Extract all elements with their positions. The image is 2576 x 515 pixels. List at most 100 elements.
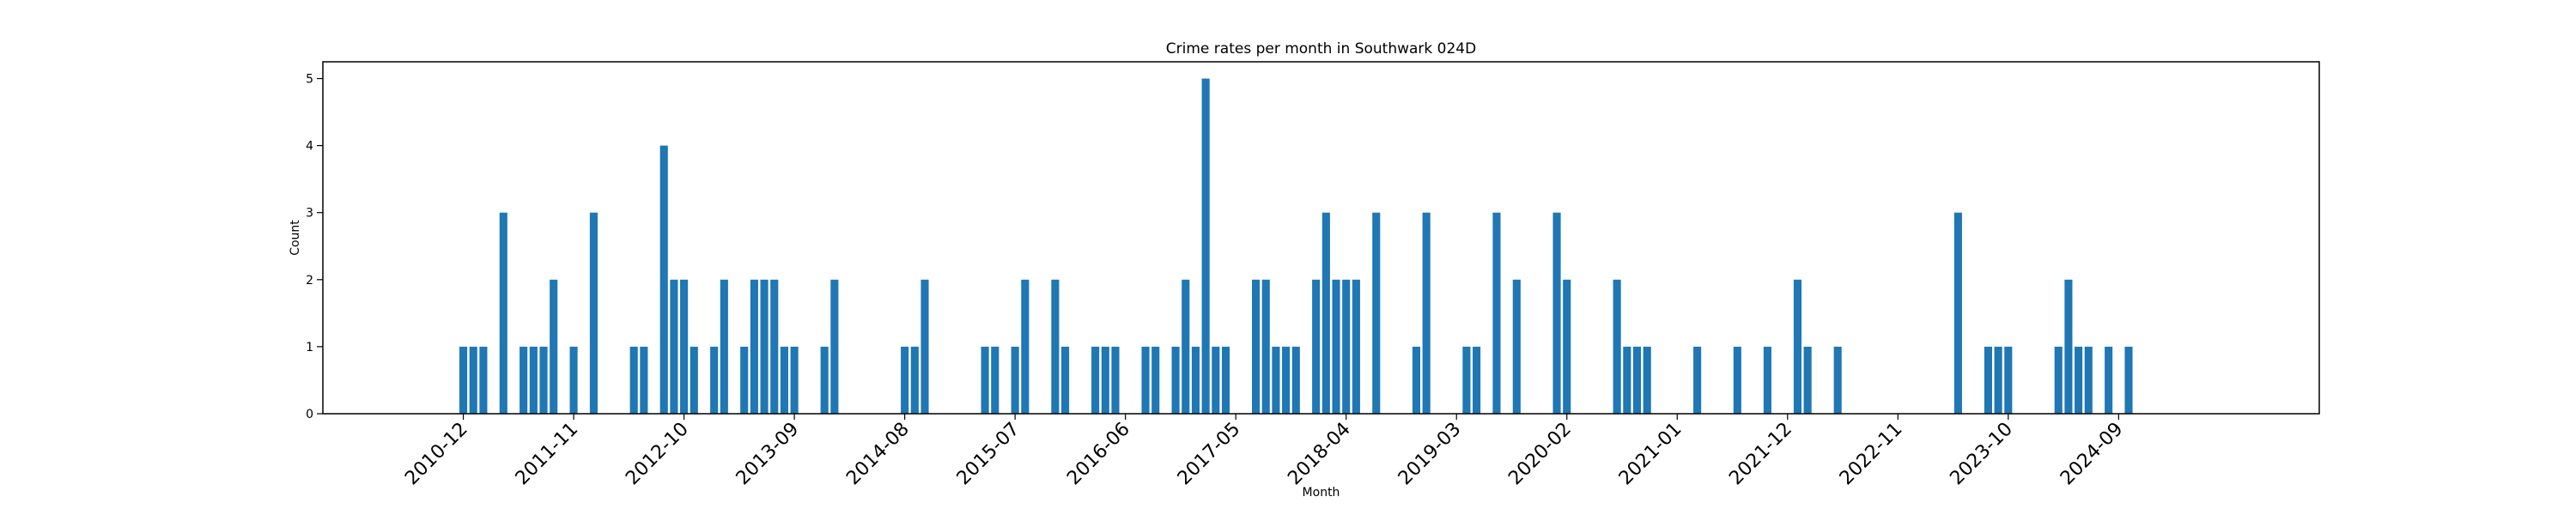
x-tick-label: 2014-08 (842, 419, 914, 490)
bar-2020-10 (1643, 346, 1651, 414)
bar-2016-11 (1171, 346, 1180, 414)
x-tick-label: 2015-07 (953, 419, 1024, 490)
x-tick-label: 2013-09 (732, 419, 804, 490)
bar-2024-03 (2054, 346, 2063, 414)
bar-2013-08 (780, 346, 788, 414)
chart-title: Crime rates per month in Southwark 024D (1166, 40, 1476, 58)
bar-2010-12 (459, 346, 468, 414)
bar-2017-10 (1282, 346, 1291, 414)
bar-2017-04 (1221, 346, 1230, 414)
bar-2016-12 (1182, 279, 1190, 414)
bar-2017-02 (1201, 78, 1210, 415)
x-tick-label: 2021-12 (1725, 419, 1796, 490)
plot-frame (322, 61, 2320, 415)
bar-2013-07 (770, 279, 779, 414)
bar-2023-05 (1953, 212, 1962, 414)
bar-2011-06 (519, 346, 528, 414)
bar-2016-03 (1091, 346, 1100, 414)
bar-2018-02 (1321, 212, 1330, 414)
x-tick-label: 2017-05 (1174, 419, 1245, 490)
x-tick-label: 2023-10 (1946, 419, 2017, 490)
bar-2020-07 (1613, 279, 1621, 414)
bar-2024-06 (2084, 346, 2093, 414)
bars-group (459, 78, 2133, 415)
bar-2018-07 (1372, 212, 1381, 414)
bar-2022-01 (1793, 279, 1802, 414)
bar-2021-07 (1733, 346, 1741, 414)
bar-2015-08 (1021, 279, 1030, 414)
bar-2016-09 (1151, 346, 1160, 414)
bar-2011-07 (529, 346, 538, 414)
bar-2011-02 (479, 346, 488, 414)
bar-2018-05 (1352, 279, 1360, 414)
bar-2013-09 (790, 346, 799, 414)
bar-2015-05 (991, 346, 999, 414)
bar-2018-11 (1412, 346, 1421, 414)
bar-2024-10 (2124, 346, 2133, 414)
x-tick-label: 2012-10 (622, 419, 693, 490)
bar-2016-05 (1111, 346, 1120, 414)
y-tick-label: 4 (306, 140, 313, 154)
bar-2018-12 (1422, 212, 1431, 414)
bar-2013-12 (820, 346, 829, 414)
y-tick-label: 3 (306, 207, 313, 221)
bar-2017-07 (1252, 279, 1261, 414)
x-tick-label: 2016-06 (1063, 419, 1134, 490)
bar-2015-12 (1061, 346, 1070, 414)
x-tick-label: 2019-03 (1394, 419, 1466, 490)
bar-2017-01 (1191, 346, 1200, 414)
bar-2017-03 (1212, 346, 1220, 414)
y-tick-label: 2 (306, 274, 313, 288)
bar-2014-08 (901, 346, 909, 414)
bar-2018-01 (1312, 279, 1321, 414)
bar-2024-04 (2064, 279, 2073, 414)
bar-2024-08 (2105, 346, 2113, 414)
x-tick-label: 2010-12 (401, 419, 472, 490)
bar-2012-11 (690, 346, 698, 414)
x-tick-label: 2024-09 (2057, 419, 2128, 490)
y-tick-label: 0 (306, 408, 313, 421)
bar-2018-03 (1332, 279, 1340, 414)
bar-2019-04 (1462, 346, 1471, 414)
bar-2023-10 (2004, 346, 2013, 414)
bar-2015-04 (981, 346, 989, 414)
bar-2011-04 (499, 212, 507, 414)
x-tick-label: 2011-11 (512, 419, 583, 490)
bar-2013-05 (750, 279, 758, 414)
bar-2012-08 (659, 145, 668, 414)
bar-2016-08 (1141, 346, 1150, 414)
bar-2023-08 (1984, 346, 1993, 414)
bar-2022-02 (1803, 346, 1812, 414)
bar-2011-08 (539, 346, 548, 414)
bar-2015-07 (1011, 346, 1019, 414)
bar-2013-01 (710, 346, 719, 414)
bar-2020-08 (1623, 346, 1631, 414)
bar-2017-08 (1261, 279, 1270, 414)
bar-2017-09 (1272, 346, 1280, 414)
bar-2011-01 (469, 346, 477, 414)
bar-2023-09 (1994, 346, 2002, 414)
bar-2011-11 (569, 346, 578, 414)
bar-2012-05 (629, 346, 638, 414)
x-tick-label: 2018-04 (1284, 419, 1355, 490)
bar-2020-01 (1552, 212, 1561, 414)
bar-2012-09 (670, 279, 678, 414)
bar-2020-09 (1632, 346, 1642, 414)
bar-2014-10 (920, 279, 929, 414)
bar-2022-05 (1833, 346, 1842, 414)
bar-2020-02 (1563, 279, 1571, 414)
bar-2011-09 (550, 279, 558, 414)
bar-2015-11 (1051, 279, 1060, 414)
x-ticks-group: 2010-12 2011-11 2012-10 2013-09 2014-08 2015-… (401, 414, 2128, 490)
bar-2024-05 (2075, 346, 2083, 414)
y-axis-label: Count (289, 220, 302, 256)
bar-2017-11 (1291, 346, 1300, 414)
bar-2013-02 (720, 279, 728, 414)
bar-2014-01 (830, 279, 839, 414)
bar-2019-09 (1512, 279, 1521, 414)
bar-2012-06 (640, 346, 648, 414)
bar-2014-09 (910, 346, 919, 414)
bar-2012-10 (680, 279, 689, 414)
x-tick-label: 2020-02 (1504, 419, 1576, 490)
